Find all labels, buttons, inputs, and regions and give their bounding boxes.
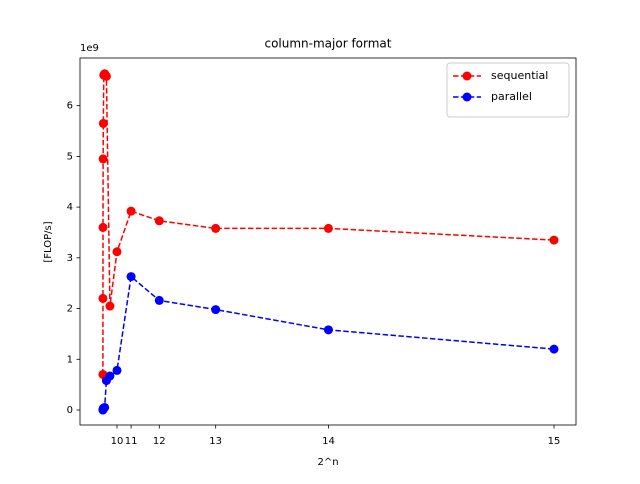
data-point [101, 71, 111, 81]
data-point [549, 344, 559, 354]
data-point [98, 222, 108, 232]
data-point [98, 293, 108, 303]
data-point [211, 305, 221, 315]
x-tick-label: 12 [153, 436, 166, 447]
y-tick-label: 3 [67, 253, 73, 264]
x-tick-label: 10 [111, 436, 124, 447]
data-point [105, 301, 115, 311]
plot-frame [79, 57, 577, 426]
data-point [126, 206, 136, 216]
data-point [549, 235, 559, 245]
chart-title: column-major format [264, 37, 391, 51]
data-point [211, 223, 221, 233]
data-point [112, 365, 122, 375]
data-point [105, 371, 115, 381]
y-tick-label: 0 [67, 405, 73, 416]
data-point [154, 295, 164, 305]
x-tick-label: 11 [125, 436, 138, 447]
y-tick-label: 2 [67, 304, 73, 315]
data-point [112, 247, 122, 257]
data-point [323, 223, 333, 233]
legend-label: parallel [491, 90, 532, 103]
x-tick-label: 13 [209, 436, 222, 447]
y-tick-label: 1 [67, 354, 73, 365]
data-point [154, 216, 164, 226]
x-axis-label: 2^n [317, 457, 338, 468]
legend-label: sequential [491, 69, 548, 82]
y-tick-label: 6 [67, 101, 73, 112]
y-offset-label: 1e9 [80, 43, 99, 54]
x-tick-label: 15 [548, 436, 561, 447]
legend-marker [462, 92, 472, 102]
legend: sequential parallel [446, 62, 570, 118]
data-point [126, 272, 136, 282]
data-point [98, 118, 108, 128]
data-point [98, 154, 108, 164]
y-tick-label: 4 [67, 202, 73, 213]
data-point [323, 325, 333, 335]
data-point [100, 402, 110, 412]
x-tick-label: 14 [322, 436, 335, 447]
y-axis-label: [FLOP/s] [43, 221, 54, 262]
y-tick-label: 5 [67, 151, 73, 162]
legend-marker [462, 71, 472, 81]
